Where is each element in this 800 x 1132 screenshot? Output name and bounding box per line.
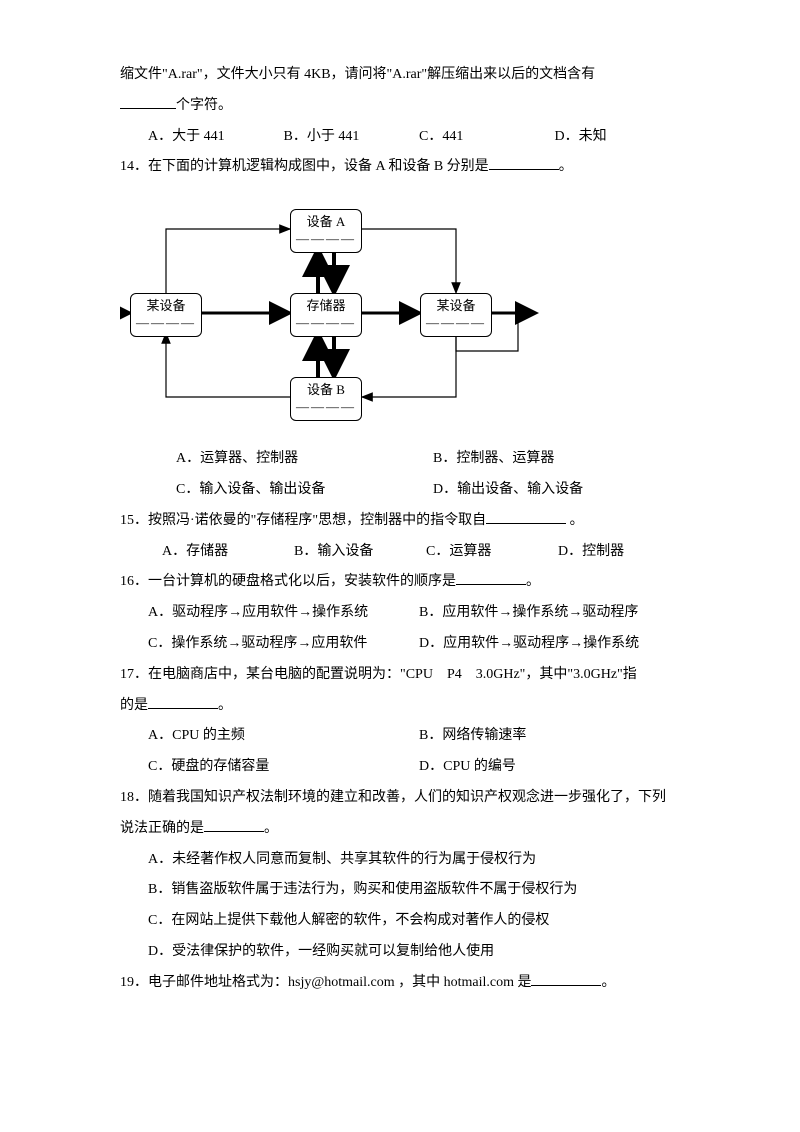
blank — [486, 509, 566, 524]
q16-options-row1: A．驱动程序→应用软件→操作系统 B．应用软件→操作系统→驱动程序 — [120, 598, 690, 629]
q13-line2: 个字符。 — [120, 91, 690, 122]
q15-opt-d: D．控制器 — [558, 537, 690, 568]
q18-opt-d: D．受法律保护的软件，一经购买就可以复制给他人使用 — [120, 937, 690, 968]
q18-opt-a: A．未经著作权人同意而复制、共享其软件的行为属于侵权行为 — [120, 845, 690, 876]
q14-opt-b: B．控制器、运算器 — [433, 444, 690, 475]
q17-opt-a: A．CPU 的主频 — [148, 721, 419, 752]
blank — [148, 694, 218, 709]
q18-stem2: 说法正确的是。 — [120, 814, 690, 845]
q18-opt-c: C．在网站上提供下载他人解密的软件，不会构成对著作人的侵权 — [120, 906, 690, 937]
q16-opt-a: A．驱动程序→应用软件→操作系统 — [148, 598, 419, 629]
q18-stem1: 18．随着我国知识产权法制环境的建立和改善，人们的知识产权观念进一步强化了，下列 — [120, 783, 690, 814]
q15-stem: 15．按照冯·诺依曼的"存储程序"思想，控制器中的指令取自 。 — [120, 506, 690, 537]
q18-options: A．未经著作权人同意而复制、共享其软件的行为属于侵权行为 B．销售盗版软件属于违… — [120, 845, 690, 968]
q13-opt-a: A．大于 441 — [148, 122, 284, 153]
q13-opt-d: D．未知 — [555, 122, 691, 153]
q13-line1: 缩文件"A.rar"，文件大小只有 4KB，请问将"A.rar"解压缩出来以后的… — [120, 60, 690, 91]
node-center: 存储器 ———— — [290, 293, 362, 337]
q15-options: A．存储器 B．输入设备 C．运算器 D．控制器 — [120, 537, 690, 568]
q17-opt-b: B．网络传输速率 — [419, 721, 690, 752]
q14-options-row1: A．运算器、控制器 B．控制器、运算器 — [120, 444, 690, 475]
q17-options-row2: C．硬盘的存储容量 D．CPU 的编号 — [120, 752, 690, 783]
q14-diagram: 设备 A ———— 某设备 ———— 存储器 ———— 某设备 ———— 设备 … — [120, 191, 550, 436]
q16-opt-b: B．应用软件→操作系统→驱动程序 — [419, 598, 690, 629]
q16-opt-c: C．操作系统→驱动程序→应用软件 — [148, 629, 419, 660]
q15-opt-c: C．运算器 — [426, 537, 558, 568]
blank — [120, 94, 176, 109]
document-page: 缩文件"A.rar"，文件大小只有 4KB，请问将"A.rar"解压缩出来以后的… — [0, 0, 800, 1132]
q17-stem2: 的是。 — [120, 691, 690, 722]
q14-opt-d: D．输出设备、输入设备 — [433, 475, 690, 506]
node-left: 某设备 ———— — [130, 293, 202, 337]
blank — [489, 155, 559, 170]
q18-opt-b: B．销售盗版软件属于违法行为，购买和使用盗版软件不属于侵权行为 — [120, 875, 690, 906]
q19-stem: 19．电子邮件地址格式为：hsjy@hotmail.com ，其中 hotmai… — [120, 968, 690, 999]
q14-opt-c: C．输入设备、输出设备 — [176, 475, 433, 506]
q14-opt-a: A．运算器、控制器 — [176, 444, 433, 475]
q16-options-row2: C．操作系统→驱动程序→应用软件 D．应用软件→驱动程序→操作系统 — [120, 629, 690, 660]
q16-stem: 16．一台计算机的硬盘格式化以后，安装软件的顺序是。 — [120, 567, 690, 598]
node-bottom: 设备 B ———— — [290, 377, 362, 421]
blank — [531, 971, 601, 986]
q17-stem1: 17．在电脑商店中，某台电脑的配置说明为："CPU P4 3.0GHz"，其中"… — [120, 660, 690, 691]
q14-options-row2: C．输入设备、输出设备 D．输出设备、输入设备 — [120, 475, 690, 506]
q13-opt-b: B．小于 441 — [284, 122, 420, 153]
q17-opt-c: C．硬盘的存储容量 — [148, 752, 419, 783]
blank — [456, 570, 526, 585]
q14-stem: 14．在下面的计算机逻辑构成图中，设备 A 和设备 B 分别是。 — [120, 152, 690, 183]
node-top: 设备 A ———— — [290, 209, 362, 253]
q15-opt-b: B．输入设备 — [294, 537, 426, 568]
q17-opt-d: D．CPU 的编号 — [419, 752, 690, 783]
q13-opt-c: C．441 — [419, 122, 555, 153]
node-right: 某设备 ———— — [420, 293, 492, 337]
q13-options: A．大于 441 B．小于 441 C．441 D．未知 — [120, 122, 690, 153]
q17-options-row1: A．CPU 的主频 B．网络传输速率 — [120, 721, 690, 752]
blank — [204, 817, 264, 832]
q16-opt-d: D．应用软件→驱动程序→操作系统 — [419, 629, 690, 660]
q15-opt-a: A．存储器 — [162, 537, 294, 568]
